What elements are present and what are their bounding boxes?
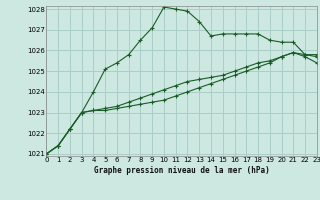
X-axis label: Graphe pression niveau de la mer (hPa): Graphe pression niveau de la mer (hPa) (94, 166, 269, 175)
